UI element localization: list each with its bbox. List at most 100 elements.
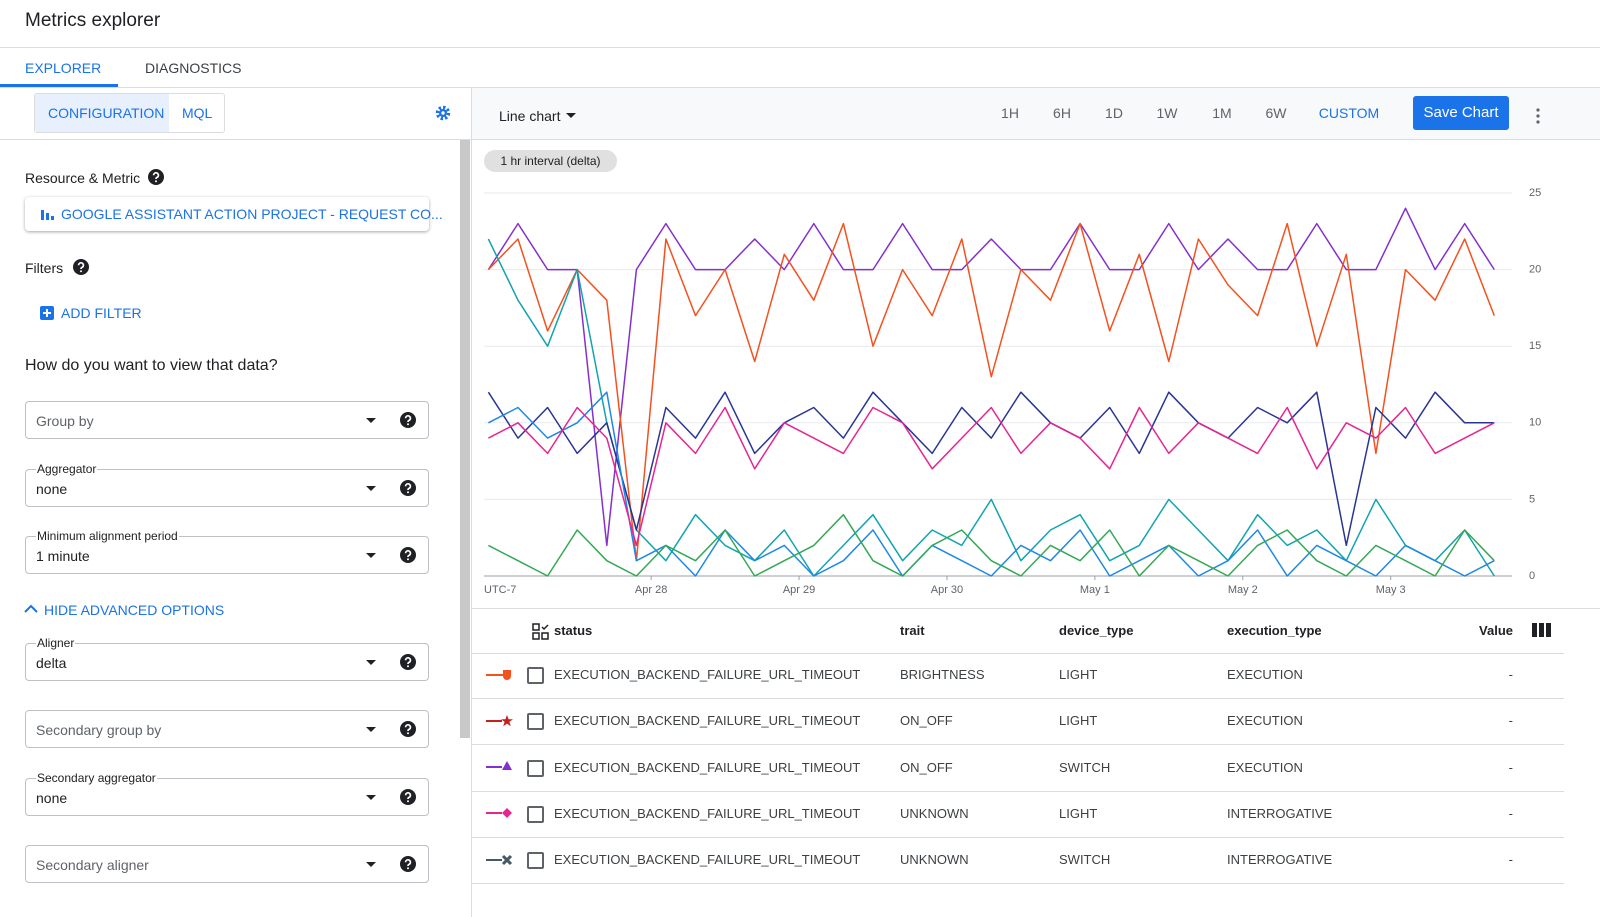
x-tick-label: May 3	[1376, 584, 1406, 596]
select-field[interactable]: Aggregatornone	[25, 469, 429, 507]
table-cell: EXECUTION_BACKEND_FAILURE_URL_TIMEOUT	[554, 667, 860, 682]
column-header: execution_type	[1227, 623, 1322, 638]
section-heading: How do you want to view that data?	[25, 357, 278, 375]
config-tab[interactable]: MQL	[182, 105, 212, 121]
x-tick-label: Apr 28	[635, 584, 667, 596]
series-line	[488, 392, 1494, 576]
select-columns-icon[interactable]	[532, 623, 549, 640]
divider	[472, 653, 1564, 654]
select-field[interactable]: Secondary aggregatornone	[25, 778, 429, 816]
field-value: delta	[36, 655, 66, 671]
field-value: none	[36, 481, 67, 497]
column-header: trait	[900, 623, 925, 638]
y-tick-label: 0	[1529, 570, 1535, 582]
table-cell: ON_OFF	[900, 760, 953, 775]
column-header: status	[554, 623, 592, 638]
y-tick-label: 10	[1529, 417, 1541, 429]
page-title: Metrics explorer	[25, 10, 160, 32]
table-cell: BRIGHTNESS	[900, 667, 985, 682]
table-cell: INTERROGATIVE	[1227, 806, 1332, 821]
y-tick-label: 25	[1529, 187, 1541, 199]
checkbox[interactable]	[527, 713, 544, 730]
help-icon[interactable]	[148, 169, 164, 185]
config-tab[interactable]: CONFIGURATION	[48, 105, 164, 121]
save-button[interactable]: Save Chart	[1413, 96, 1509, 130]
field-placeholder: Secondary group by	[36, 722, 161, 738]
table-cell: INTERROGATIVE	[1227, 852, 1332, 867]
field-label: Aligner	[36, 636, 75, 650]
series-line	[488, 224, 1494, 561]
help-icon[interactable]	[400, 856, 416, 872]
legend-markers	[486, 664, 514, 884]
tab[interactable]: DIAGNOSTICS	[145, 60, 241, 76]
table-cell: EXECUTION	[1227, 760, 1303, 775]
select-field[interactable]: Minimum alignment period1 minute	[25, 536, 429, 574]
x-tick-label: May 1	[1080, 584, 1110, 596]
field-label: Aggregator	[36, 462, 97, 476]
table-cell: -	[1509, 667, 1513, 682]
checkbox[interactable]	[527, 760, 544, 777]
help-icon[interactable]	[400, 480, 416, 496]
x-axis-label: UTC-7	[484, 584, 516, 596]
table-cell: EXECUTION	[1227, 667, 1303, 682]
help-icon[interactable]	[400, 789, 416, 805]
table-cell: UNKNOWN	[900, 852, 969, 867]
dropdown-arrow	[366, 727, 376, 732]
y-tick-label: 5	[1529, 493, 1535, 505]
table-cell: -	[1509, 852, 1513, 867]
range-button[interactable]: CUSTOM	[1309, 105, 1389, 121]
divider	[472, 608, 1600, 609]
add-filter[interactable]: ADD FILTER	[61, 305, 142, 321]
y-tick-label: 20	[1529, 264, 1541, 276]
table-cell: LIGHT	[1059, 806, 1097, 821]
dropdown-arrow	[366, 795, 376, 800]
table-cell: EXECUTION_BACKEND_FAILURE_URL_TIMEOUT	[554, 760, 860, 775]
help-icon[interactable]	[400, 721, 416, 737]
settings-icon[interactable]	[435, 105, 451, 121]
dropdown-arrow	[566, 113, 576, 118]
table-cell: EXECUTION_BACKEND_FAILURE_URL_TIMEOUT	[554, 806, 860, 821]
x-tick-label: May 2	[1228, 584, 1258, 596]
table-cell: -	[1509, 713, 1513, 728]
dropdown-arrow	[366, 486, 376, 491]
more-icon[interactable]	[1534, 107, 1542, 125]
section-heading: Resource & Metric	[25, 170, 140, 186]
help-icon[interactable]	[73, 259, 89, 275]
table-cell: -	[1509, 760, 1513, 775]
help-icon[interactable]	[400, 547, 416, 563]
dropdown-arrow	[366, 418, 376, 423]
table-cell: EXECUTION_BACKEND_FAILURE_URL_TIMEOUT	[554, 713, 860, 728]
x-tick-label: Apr 30	[931, 584, 963, 596]
help-icon[interactable]	[400, 412, 416, 428]
table-cell: UNKNOWN	[900, 806, 969, 821]
chart-type[interactable]: Line chart	[499, 108, 560, 124]
metric-label: GOOGLE ASSISTANT ACTION PROJECT - REQUES…	[61, 206, 443, 222]
field-label: Secondary aggregator	[36, 771, 157, 785]
tab[interactable]: EXPLORER	[25, 60, 101, 76]
dropdown-arrow	[366, 553, 376, 558]
select-field[interactable]: Group by	[25, 401, 429, 439]
range-button[interactable]: 6W	[1236, 105, 1316, 121]
metric-icon	[40, 207, 56, 221]
checkbox[interactable]	[527, 667, 544, 684]
select-field[interactable]: Alignerdelta	[25, 643, 429, 681]
table-cell: EXECUTION	[1227, 713, 1303, 728]
advanced-toggle[interactable]: HIDE ADVANCED OPTIONS	[44, 602, 224, 618]
scrollbar[interactable]	[460, 140, 470, 738]
select-field[interactable]: Secondary aligner	[25, 845, 429, 883]
field-label: Minimum alignment period	[36, 529, 179, 543]
divider	[472, 883, 1564, 884]
column-header: device_type	[1059, 623, 1133, 638]
help-icon[interactable]	[400, 654, 416, 670]
table-cell: SWITCH	[1059, 760, 1110, 775]
divider	[472, 744, 1564, 745]
field-placeholder: Group by	[36, 413, 94, 429]
columns-icon[interactable]	[1532, 623, 1551, 637]
checkbox[interactable]	[527, 806, 544, 823]
checkbox[interactable]	[527, 852, 544, 869]
table-cell: LIGHT	[1059, 667, 1097, 682]
section-heading: Filters	[25, 260, 63, 276]
column-header: Value	[1479, 623, 1513, 638]
select-field[interactable]: Secondary group by	[25, 710, 429, 748]
